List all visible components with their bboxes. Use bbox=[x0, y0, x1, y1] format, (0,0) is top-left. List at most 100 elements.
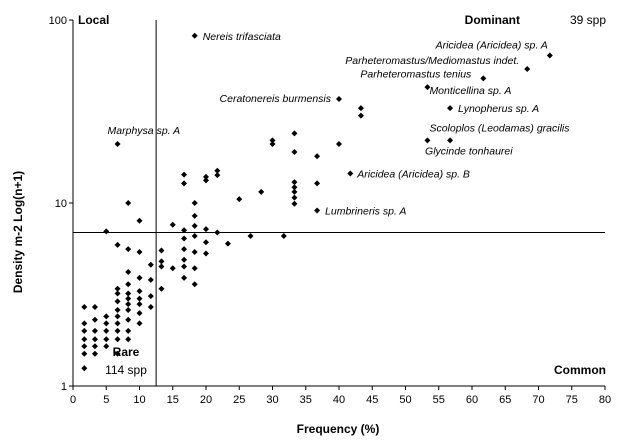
data-point bbox=[269, 141, 276, 148]
data-point bbox=[91, 343, 98, 350]
data-point bbox=[258, 188, 265, 195]
labeled-data-point bbox=[546, 52, 553, 59]
data-point bbox=[81, 304, 88, 311]
point-label: Parheteromastus tenius bbox=[360, 68, 472, 80]
quadrant-rare-title: Rare bbox=[113, 345, 140, 359]
data-point bbox=[136, 320, 143, 327]
data-point bbox=[191, 248, 198, 255]
data-point bbox=[91, 304, 98, 311]
data-point bbox=[125, 200, 132, 206]
y-axis-title: Density m-2 Log(n+1) bbox=[11, 171, 25, 293]
data-point bbox=[291, 194, 298, 201]
point-label: Lynopherus sp. A bbox=[458, 103, 539, 115]
x-tick-label: 0 bbox=[70, 394, 76, 406]
quadrant-local-title: Local bbox=[78, 13, 109, 27]
data-point bbox=[114, 241, 121, 248]
data-point bbox=[181, 171, 188, 178]
data-point bbox=[158, 263, 165, 270]
point-label: Aricidea (Aricidea) sp. A bbox=[435, 39, 548, 51]
data-point bbox=[81, 320, 88, 327]
point-label: Scoloplos (Leodamas) gracilis bbox=[429, 122, 570, 134]
point-label: Nereis trifasciata bbox=[203, 31, 281, 43]
data-point bbox=[336, 141, 342, 148]
data-point bbox=[291, 188, 298, 195]
data-point bbox=[203, 173, 209, 180]
data-point bbox=[181, 263, 188, 270]
data-point bbox=[191, 222, 198, 229]
x-tick-label: 45 bbox=[366, 394, 378, 406]
point-label: Parheteromastus/Mediomastus indet. bbox=[345, 55, 519, 67]
labeled-data-point bbox=[347, 170, 354, 177]
data-point bbox=[136, 295, 143, 302]
data-point bbox=[125, 281, 132, 288]
data-point bbox=[191, 200, 198, 206]
data-point bbox=[314, 180, 321, 187]
data-point bbox=[125, 336, 132, 343]
data-point bbox=[191, 233, 198, 240]
data-point bbox=[125, 327, 132, 334]
data-point bbox=[136, 217, 143, 224]
data-point bbox=[291, 130, 298, 137]
data-point bbox=[191, 281, 198, 288]
quadrant-common-title: Common bbox=[554, 363, 606, 377]
labeled-data-point bbox=[480, 75, 487, 82]
data-point bbox=[191, 212, 198, 219]
x-tick-label: 40 bbox=[333, 394, 345, 406]
data-point bbox=[114, 320, 121, 327]
data-point bbox=[81, 327, 88, 334]
point-labels: Nereis trifasciata Aricidea (Aricidea) sp… bbox=[108, 31, 571, 218]
data-point bbox=[103, 228, 110, 235]
data-point bbox=[291, 148, 298, 155]
data-point bbox=[81, 365, 88, 372]
axes bbox=[72, 20, 605, 387]
data-point bbox=[181, 235, 188, 242]
data-point bbox=[114, 313, 121, 320]
data-points bbox=[81, 32, 553, 372]
data-point bbox=[91, 336, 98, 343]
data-point bbox=[147, 293, 154, 300]
x-axis-ticks: 0 5 10 15 20 25 30 35 40 45 50 55 60 65 70 75 80 bbox=[70, 386, 611, 406]
data-point bbox=[114, 336, 121, 343]
data-point bbox=[136, 310, 143, 317]
data-point bbox=[314, 153, 321, 160]
data-point bbox=[125, 295, 132, 302]
labeled-data-point bbox=[114, 141, 121, 148]
data-point bbox=[236, 196, 243, 203]
data-point bbox=[280, 233, 287, 240]
labeled-data-point bbox=[447, 105, 454, 112]
x-tick-label: 20 bbox=[200, 394, 212, 406]
data-point bbox=[81, 343, 88, 350]
data-point bbox=[136, 301, 143, 308]
data-point bbox=[147, 261, 154, 268]
data-point bbox=[114, 290, 121, 297]
data-point bbox=[181, 246, 188, 253]
data-point bbox=[125, 290, 132, 297]
data-point bbox=[214, 229, 221, 236]
data-point bbox=[91, 350, 98, 357]
x-tick-label: 15 bbox=[167, 394, 179, 406]
x-tick-label: 65 bbox=[499, 394, 511, 406]
data-point bbox=[247, 233, 254, 240]
data-point bbox=[357, 112, 364, 119]
data-point bbox=[203, 250, 209, 257]
data-point bbox=[136, 248, 143, 255]
point-label: Marphysa sp. A bbox=[108, 125, 181, 137]
data-point bbox=[291, 179, 298, 186]
data-point bbox=[114, 298, 121, 305]
data-point bbox=[158, 247, 165, 254]
data-point bbox=[147, 276, 154, 283]
data-point bbox=[214, 167, 221, 174]
data-point bbox=[169, 221, 176, 228]
data-point bbox=[136, 274, 143, 281]
x-tick-label: 35 bbox=[300, 394, 312, 406]
labeled-data-point bbox=[447, 137, 454, 144]
data-point bbox=[103, 336, 110, 343]
data-point bbox=[269, 137, 276, 144]
point-label: Aricidea (Aricidea) sp. B bbox=[356, 168, 470, 180]
x-tick-label: 30 bbox=[266, 394, 278, 406]
quadrant-dominant-count: 39 spp bbox=[570, 13, 606, 27]
data-point bbox=[158, 258, 165, 265]
labeled-data-point bbox=[424, 84, 431, 91]
data-point bbox=[103, 343, 110, 350]
x-tick-label: 25 bbox=[233, 394, 245, 406]
